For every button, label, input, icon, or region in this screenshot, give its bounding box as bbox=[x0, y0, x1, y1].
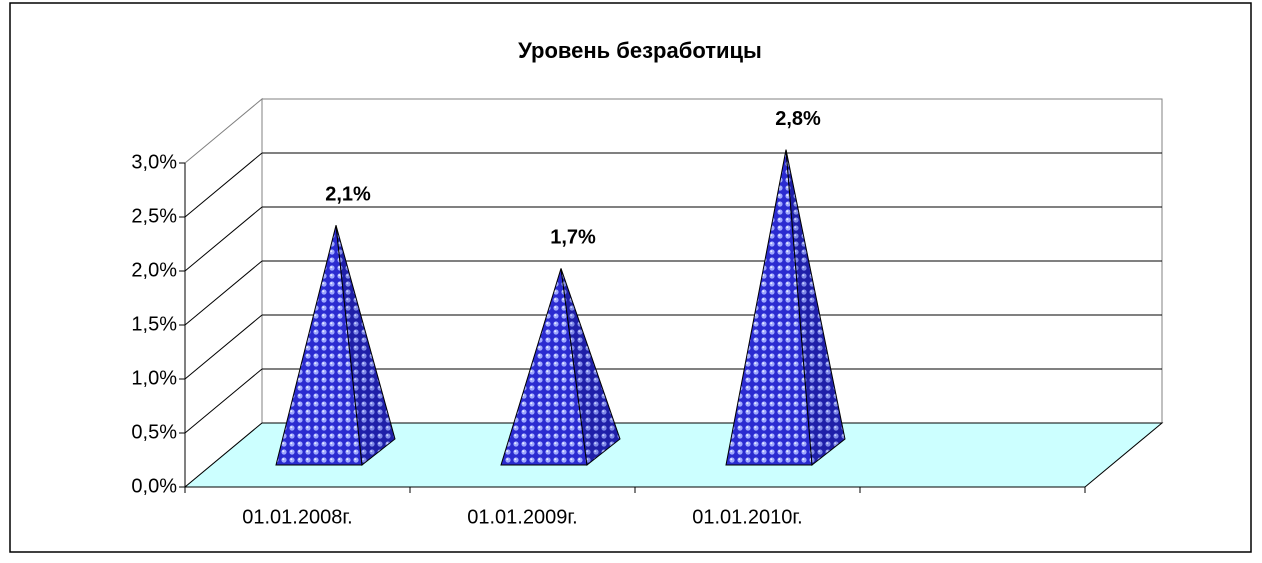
chart-title: Уровень безработицы bbox=[518, 38, 762, 63]
y-tick-label: 1,0% bbox=[131, 367, 177, 389]
y-tick-label: 3,0% bbox=[131, 151, 177, 173]
pyramid bbox=[725, 149, 846, 466]
x-tick-label: 01.01.2010г. bbox=[692, 506, 803, 528]
data-label: 2,1% bbox=[325, 183, 371, 205]
grid-line bbox=[184, 206, 263, 272]
grid-line bbox=[184, 260, 263, 326]
pyramid-side bbox=[560, 268, 621, 466]
pyramid bbox=[500, 268, 621, 466]
data-label: 1,7% bbox=[550, 227, 596, 249]
y-tick-label: 0,0% bbox=[131, 475, 177, 497]
x-tick-label: 01.01.2009г. bbox=[467, 506, 578, 528]
grid-line bbox=[184, 152, 263, 218]
grid-line bbox=[184, 314, 263, 380]
pyramid-side bbox=[335, 225, 396, 466]
x-tick-label: 01.01.2008г. bbox=[242, 506, 353, 528]
data-label: 2,8% bbox=[775, 108, 821, 130]
grid-line bbox=[184, 368, 263, 434]
y-tick-label: 2,5% bbox=[131, 205, 177, 227]
pyramid-side bbox=[785, 149, 846, 466]
y-tick-label: 2,0% bbox=[131, 259, 177, 281]
y-tick-label: 1,5% bbox=[131, 313, 177, 335]
pyramid bbox=[275, 225, 396, 466]
y-tick-label: 0,5% bbox=[131, 421, 177, 443]
